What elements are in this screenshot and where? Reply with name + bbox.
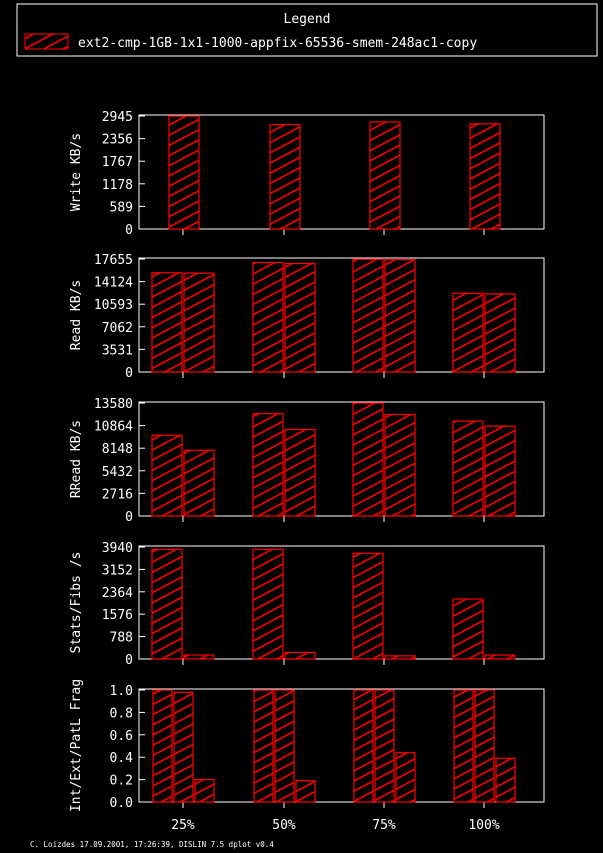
panel-5: 0.0 0.2 0.4 0.6 0.8 1.0 Int/Ext/PatL Frag: [69, 679, 545, 812]
bar-25pct-s1: [151, 272, 183, 373]
y-tick-label: 1.0: [110, 684, 133, 699]
y-tick-label: 0.2: [110, 774, 133, 789]
bar-75pct-s2: [384, 259, 416, 373]
bar-25pct-s2: [173, 691, 194, 803]
bar-25pct-s1: [152, 689, 173, 803]
bar-75pct-s3: [395, 752, 416, 803]
bar-50pct-s1: [252, 261, 284, 373]
bar-25pct-s2: [183, 449, 215, 517]
bar-50pct-s2: [284, 428, 316, 517]
y-tick-label: 0.4: [110, 751, 134, 766]
bar-50pct-s2: [274, 689, 295, 803]
y-tick-label: 2364: [102, 586, 133, 601]
bar-25pct-s2: [183, 654, 215, 660]
x-tick-label: 100%: [468, 818, 499, 833]
legend-title: Legend: [284, 12, 331, 27]
x-tick-label: 50%: [272, 818, 296, 833]
bar-50pct-s2: [284, 262, 316, 373]
bar-50pct-s3: [295, 780, 316, 803]
bar-100pct-s1: [469, 123, 501, 230]
y-axis-label: Int/Ext/PatL Frag: [69, 679, 84, 812]
bar-50pct-s1: [252, 548, 284, 660]
bar-100pct-s2: [484, 654, 516, 660]
bar-25pct-s1: [151, 434, 183, 517]
y-tick-label: 17655: [94, 253, 133, 268]
legend: Legend ext2-cmp-1GB-1x1-1000-appfix-6553…: [16, 3, 598, 57]
plot-frame: [138, 114, 545, 230]
y-tick-label: 3152: [102, 563, 133, 578]
y-tick-label: 10593: [94, 298, 133, 313]
bar-25pct-s1: [168, 115, 200, 230]
y-tick-label: 10864: [94, 420, 133, 435]
bar-100pct-s1: [452, 420, 484, 517]
y-tick-label: 1576: [102, 608, 133, 623]
bar-25pct-s1: [151, 548, 183, 660]
y-tick-label: 589: [110, 200, 133, 215]
bar-100pct-s2: [474, 689, 495, 803]
y-tick-label: 2356: [102, 133, 133, 148]
y-tick-label: 8148: [102, 442, 133, 457]
bar-25pct-s2: [183, 272, 215, 373]
y-tick-label: 0.0: [110, 796, 133, 811]
bar-75pct-s2: [384, 413, 416, 517]
y-tick-label: 788: [110, 631, 133, 646]
y-tick-label: 0: [125, 653, 133, 668]
bar-25pct-s3: [194, 778, 215, 803]
bar-75pct-s1: [353, 689, 374, 803]
panel-2: 0 3531 7062 10593 14124 17655 Read KB/s: [69, 253, 545, 381]
bar-50pct-s2: [284, 651, 316, 660]
bar-100pct-s1: [452, 292, 484, 373]
plot-frame: [138, 688, 545, 803]
panel-4: 0 788 1576 2364 3152 3940 Stats/Fibs /s: [69, 541, 545, 668]
x-axis-labels: 25% 50% 75% 100%: [171, 818, 500, 833]
bar-100pct-s1: [452, 598, 484, 660]
legend-frame: [16, 3, 598, 57]
bar-100pct-s1: [453, 689, 474, 803]
legend-entry: ext2-cmp-1GB-1x1-1000-appfix-65536-smem-…: [78, 36, 477, 51]
legend-swatch: [24, 33, 69, 50]
panel-1: 0 589 1178 1767 2356 2945 Write KB/s: [69, 110, 545, 238]
y-axis-label: Read KB/s: [69, 280, 84, 350]
panel-3: 0 2716 5432 8148 10864 13580 RRead KB/s: [69, 397, 545, 525]
y-tick-label: 7062: [102, 321, 133, 336]
bar-50pct-s1: [269, 124, 301, 230]
x-tick-label: 75%: [372, 818, 396, 833]
bar-75pct-s2: [374, 689, 395, 803]
plot-frame: [138, 401, 545, 517]
y-tick-label: 1178: [102, 178, 133, 193]
bar-75pct-s1: [369, 121, 401, 230]
x-tick-label: 25%: [171, 818, 195, 833]
y-tick-label: 14124: [94, 276, 133, 291]
y-tick-label: 0.6: [110, 729, 133, 744]
y-axis-label: Stats/Fibs /s: [69, 552, 84, 654]
bar-chart-panels: 0 589 1178 1767 2356 2945 Write KB/s 0 3531 7062 1…: [69, 110, 545, 812]
y-tick-label: 0: [125, 223, 133, 238]
y-tick-label: 3940: [102, 541, 133, 556]
y-tick-label: 13580: [94, 397, 133, 412]
plot-frame: [138, 545, 545, 660]
y-tick-label: 5432: [102, 465, 133, 480]
y-tick-label: 2945: [102, 110, 133, 125]
bar-50pct-s1: [252, 413, 284, 517]
bar-100pct-s2: [484, 425, 516, 517]
y-tick-label: 3531: [102, 343, 133, 358]
bar-75pct-s1: [352, 258, 384, 373]
y-tick-label: 2716: [102, 487, 133, 502]
y-axis-label: RRead KB/s: [69, 420, 84, 498]
bar-75pct-s2: [384, 655, 416, 660]
bar-100pct-s2: [484, 293, 516, 373]
y-axis-label: Write KB/s: [69, 133, 84, 211]
bar-100pct-s3: [495, 757, 516, 803]
y-tick-label: 1767: [102, 155, 133, 170]
bar-50pct-s1: [253, 689, 274, 803]
bar-75pct-s1: [352, 402, 384, 517]
y-tick-label: 0: [125, 510, 133, 525]
plot-frame: [138, 257, 545, 373]
y-tick-label: 0.8: [110, 706, 133, 721]
y-tick-label: 0: [125, 366, 133, 381]
footer-credit: C. Loizdes 17.09.2001, 17:26:39, DISLIN …: [30, 840, 274, 849]
bar-75pct-s1: [352, 552, 384, 660]
